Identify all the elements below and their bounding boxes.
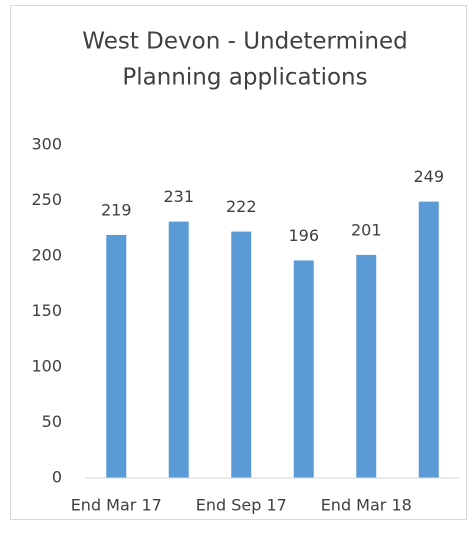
chart-title-line: West Devon - Undetermined xyxy=(82,29,407,55)
y-tick-label: 0 xyxy=(52,468,62,487)
bar xyxy=(231,231,252,478)
y-tick-label: 100 xyxy=(31,357,62,376)
y-tick-label: 150 xyxy=(31,301,62,320)
data-label: 249 xyxy=(413,167,444,186)
x-tick-label: End Mar 17 xyxy=(71,496,162,515)
data-label: 222 xyxy=(226,197,257,216)
y-tick-label: 250 xyxy=(31,190,62,209)
bar xyxy=(356,254,377,478)
bar xyxy=(168,221,189,478)
data-label: 196 xyxy=(288,226,319,245)
y-tick-label: 50 xyxy=(42,412,62,431)
y-tick-label: 300 xyxy=(31,135,62,154)
x-tick-label: End Mar 18 xyxy=(321,496,412,515)
data-label: 219 xyxy=(101,200,132,219)
y-tick-label: 200 xyxy=(31,246,62,265)
data-label: 231 xyxy=(163,187,194,206)
x-tick-label: End Sep 17 xyxy=(196,496,287,515)
bar xyxy=(106,234,127,478)
bar xyxy=(418,201,439,479)
chart-title-line: Planning applications xyxy=(122,65,367,91)
data-label: 201 xyxy=(351,220,382,239)
bar xyxy=(293,260,314,478)
